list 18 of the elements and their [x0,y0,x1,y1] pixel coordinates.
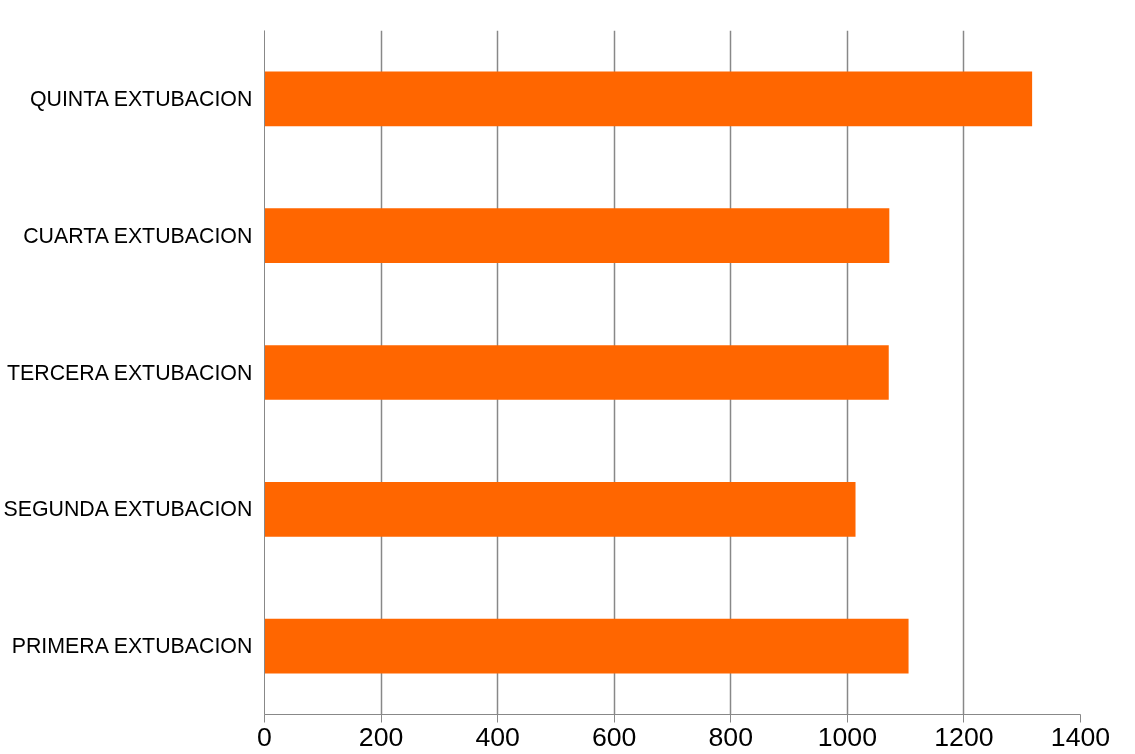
bar [264,208,890,264]
y-tick-label: TERCERA EXTUBACION [7,360,253,385]
y-tick-label: SEGUNDA EXTUBACION [3,497,253,522]
bar [264,618,909,674]
y-tick-label: CUARTA EXTUBACION [23,223,253,248]
x-tick-label: 400 [475,721,520,752]
x-tick-label: 1400 [1050,721,1111,752]
bar [264,71,1033,127]
x-tick-label: 200 [358,721,404,752]
y-tick-label: PRIMERA EXTUBACION [11,634,253,659]
x-tick-label: 1200 [934,721,994,752]
bar [264,481,856,537]
y-tick-label: QUINTA EXTUBACION [29,86,253,111]
x-tick-label: 1000 [817,721,878,752]
x-tick-label: 0 [257,721,272,752]
bar [264,345,889,400]
x-tick-label: 600 [591,721,637,752]
x-tick-label: 800 [708,721,754,752]
